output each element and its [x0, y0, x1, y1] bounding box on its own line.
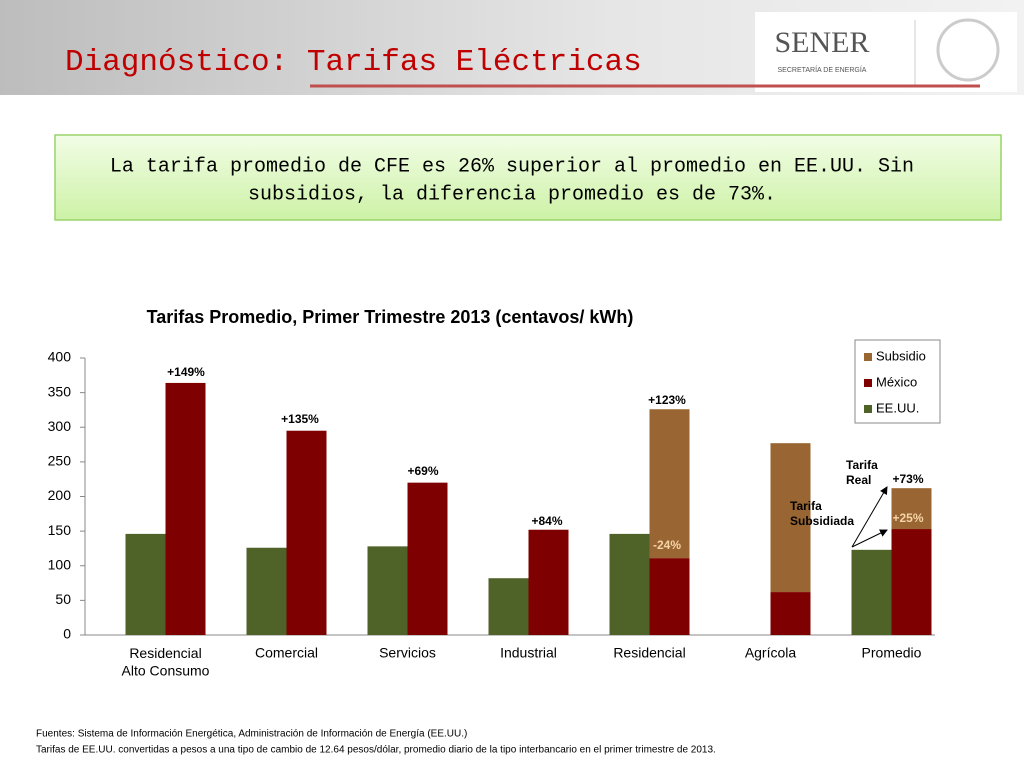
annotation: +123% — [648, 393, 686, 407]
y-tick-label: 250 — [48, 453, 72, 469]
footnote: Fuentes: Sistema de Información Energéti… — [36, 729, 467, 740]
annotation: +135% — [281, 412, 319, 426]
arrow — [851, 486, 888, 548]
annotation: +73% — [892, 472, 923, 486]
y-tick-label: 400 — [48, 349, 72, 365]
y-tick-label: 200 — [48, 487, 72, 503]
bar — [125, 533, 166, 635]
x-tick-label: Comercial — [255, 645, 318, 661]
annotation: Tarifa Real — [846, 458, 878, 487]
bar — [488, 578, 529, 635]
bar — [649, 558, 690, 635]
callout-line: subsidios, la diferencia promedio es de … — [248, 183, 776, 206]
y-tick-label: 50 — [55, 591, 71, 607]
legend-label: Subsidio — [876, 348, 926, 363]
bar — [609, 533, 650, 635]
y-tick-label: 350 — [48, 383, 72, 399]
chart-title: Tarifas Promedio, Primer Trimestre 2013 … — [147, 307, 634, 327]
x-tick-label: Promedio — [862, 645, 922, 661]
y-tick-label: 0 — [63, 626, 71, 642]
logo-subtitle: SECRETARÍA DE ENERGÍA — [778, 65, 867, 74]
legend-swatch — [864, 379, 872, 387]
x-tick-label: Residencial — [613, 645, 685, 661]
bar — [770, 592, 811, 635]
bar — [891, 529, 932, 635]
legend-swatch — [864, 405, 872, 413]
annotation: +25% — [892, 511, 923, 525]
x-tick-label: Servicios — [379, 645, 436, 661]
y-tick-label: 100 — [48, 556, 72, 572]
annotation: Tarifa Subsidiada — [790, 499, 854, 528]
x-tick-label: Agrícola — [745, 645, 797, 661]
callout-box — [54, 134, 1002, 221]
bar — [286, 430, 327, 635]
seal — [936, 18, 1000, 82]
bar — [649, 409, 690, 559]
legend-label: México — [876, 374, 917, 389]
bar — [407, 482, 448, 635]
y-tick-label: 300 — [48, 418, 72, 434]
y-tick-label: 150 — [48, 522, 72, 538]
legend-label: EE.UU. — [876, 400, 919, 415]
annotation: +149% — [167, 365, 205, 379]
legend-swatch — [864, 353, 872, 361]
logo: SENER — [774, 26, 869, 59]
bar — [246, 547, 287, 635]
annotation: +69% — [407, 464, 438, 478]
page-title: Diagnóstico: Tarifas Eléctricas — [65, 45, 642, 80]
x-tick-label: Industrial — [500, 645, 557, 661]
callout-line: La tarifa promedio de CFE es 26% superio… — [110, 155, 914, 178]
bar — [770, 443, 811, 593]
annotation: +84% — [531, 514, 562, 528]
bar — [367, 546, 408, 635]
x-tick-label: Residencial Alto Consumo — [122, 645, 210, 679]
bar — [891, 488, 932, 530]
annotation: -24% — [653, 538, 681, 552]
arrow — [851, 529, 888, 548]
footnote: Tarifas de EE.UU. convertidas a pesos a … — [36, 745, 716, 756]
bar — [165, 382, 206, 635]
bar — [528, 529, 569, 635]
bar — [851, 549, 892, 635]
